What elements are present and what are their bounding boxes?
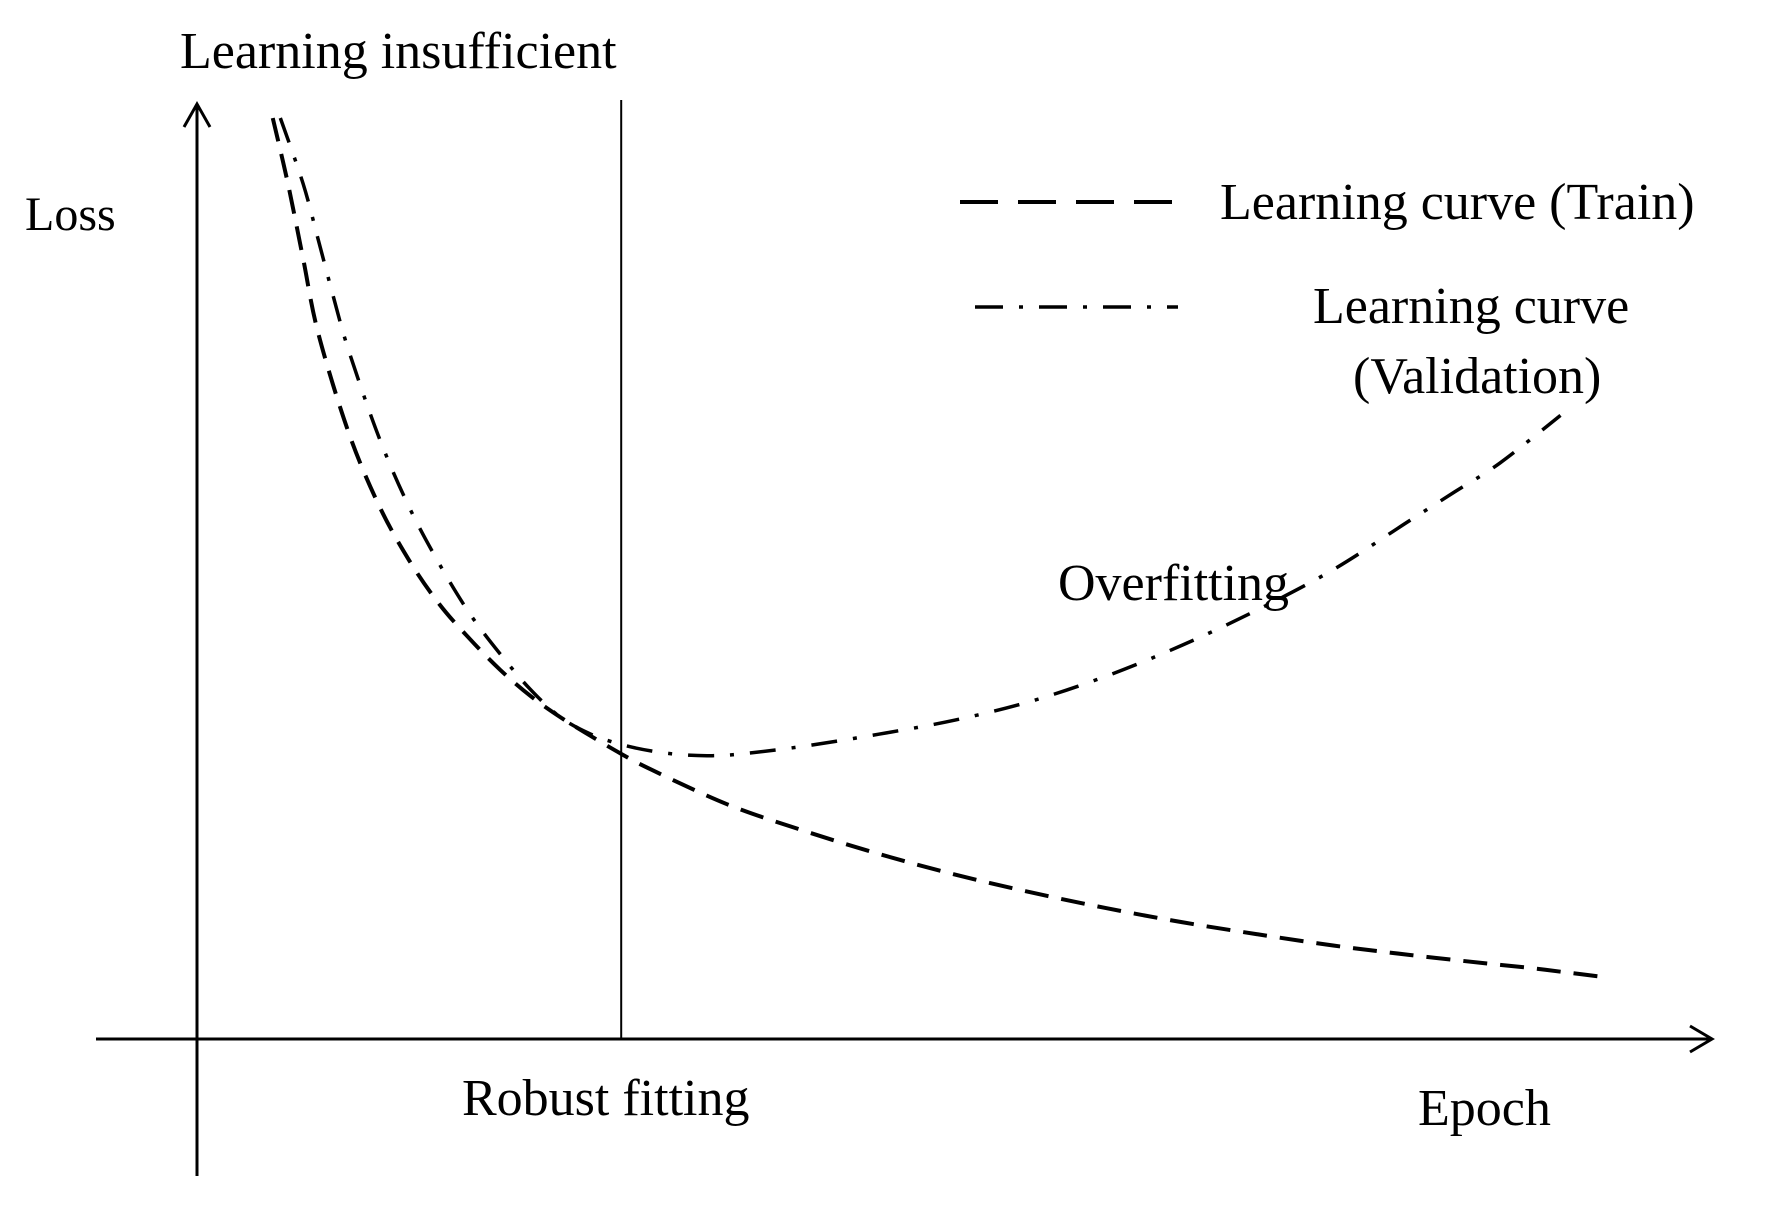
y-axis-arrow-icon [182,100,212,128]
legend-train-label: Learning curve (Train) [1220,174,1695,231]
x-axis-arrow-icon [1689,1024,1715,1054]
annotation-learning-insufficient: Learning insufficient [180,23,617,80]
annotation-overfitting: Overfitting [1058,555,1289,612]
annotation-robust-fitting: Robust fitting [462,1070,749,1127]
legend: Learning curve (Train) Learning curve (V… [960,174,1695,405]
legend-validation-label-line-1: Learning curve [1313,278,1629,335]
series-train-line [270,117,1607,980]
axes [96,100,1715,1176]
y-axis-label: Loss [25,188,116,241]
series-validation-line [278,117,1562,758]
legend-validation-label-line-2: (Validation) [1353,348,1601,405]
series-layer [270,117,1607,980]
x-axis-label: Epoch [1418,1080,1551,1137]
